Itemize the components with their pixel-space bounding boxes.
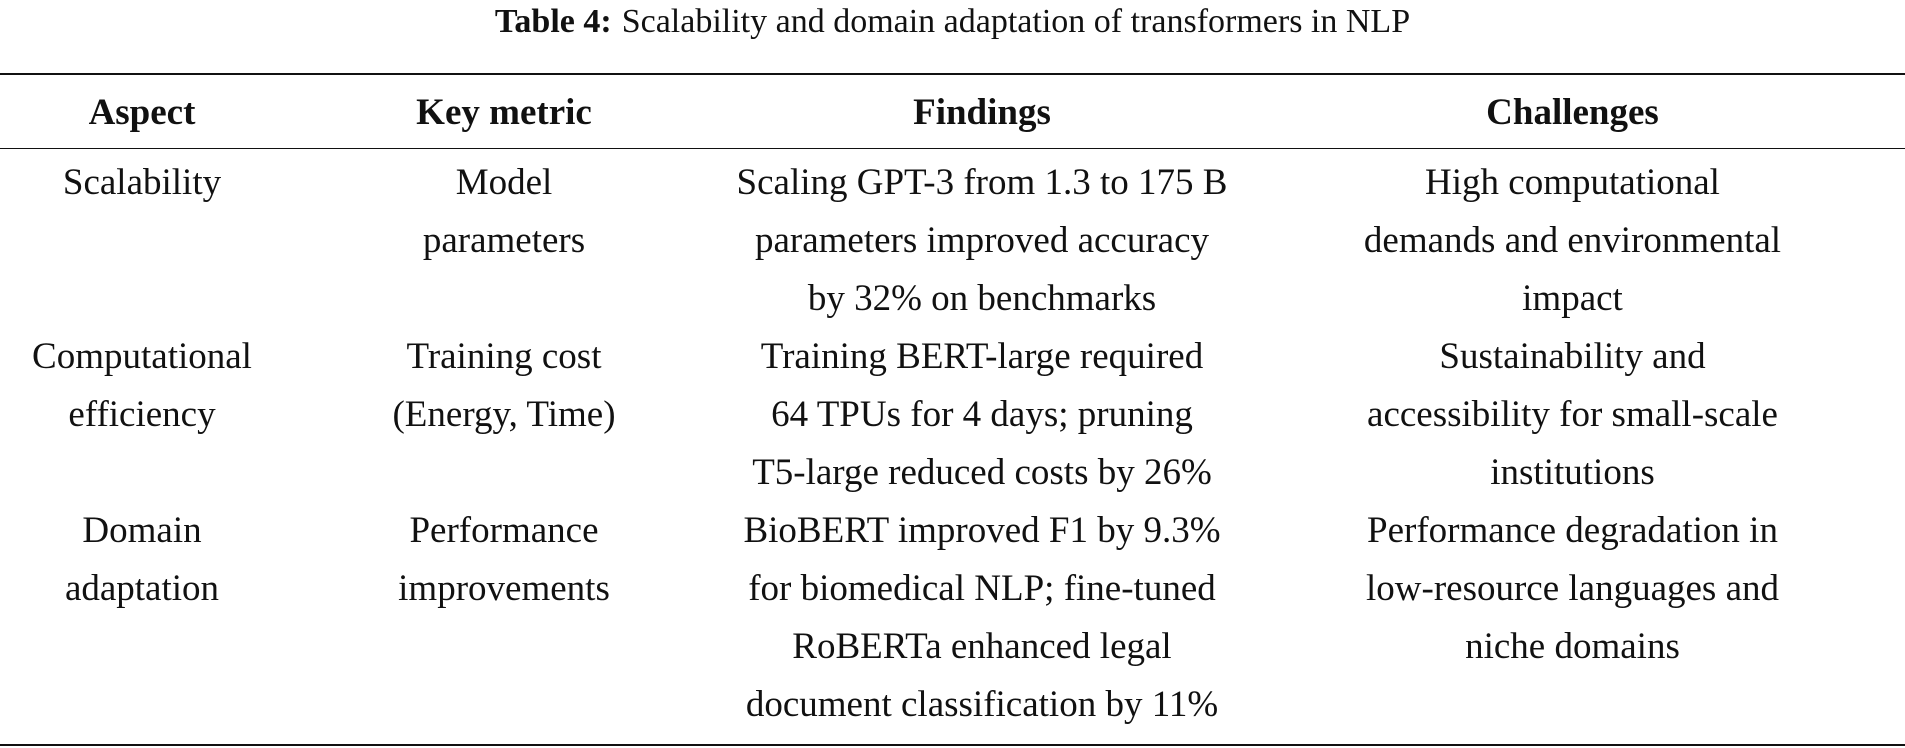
- cell-findings: Scaling GPT-3 from 1.3 to 175 B paramete…: [736, 162, 1228, 319]
- cell-challenges: Sustainability and accessibility for sma…: [1367, 336, 1778, 493]
- cell-findings: BioBERT improved F1 by 9.3% for biomedic…: [743, 510, 1221, 725]
- cell-key-metric: Model parameters: [422, 162, 586, 261]
- cell-aspect: Domain adaptation: [64, 510, 220, 609]
- table-caption: Table 4: Scalability and domain adaptatio…: [0, 0, 1905, 44]
- table-bottom-rule: [0, 744, 1905, 746]
- table-header-rule: [0, 148, 1905, 149]
- table-header: Aspect Key metric Findings Challenges: [0, 85, 1905, 154]
- header-row: Aspect Key metric Findings Challenges: [0, 85, 1905, 147]
- cell-challenges: Performance degradation in low-resource …: [1366, 510, 1779, 667]
- column-header-findings: Findings: [913, 92, 1051, 133]
- table-body: Scalability Model parameters Scaling GPT…: [0, 154, 1905, 734]
- table-row: Scalability Model parameters Scaling GPT…: [0, 154, 1905, 328]
- cell-aspect: Computational efficiency: [32, 336, 252, 435]
- table-row: Computational efficiency Training cost (…: [0, 328, 1905, 502]
- table-top-rule: [0, 73, 1905, 75]
- table-caption-text: Scalability and domain adaptation of tra…: [621, 3, 1411, 40]
- cell-challenges: High computational demands and environme…: [1363, 162, 1782, 319]
- table-caption-label: Table 4:: [494, 3, 612, 40]
- data-table: Aspect Key metric Findings Challenges Sc…: [0, 85, 1905, 734]
- header-spacer-cell: [0, 147, 1905, 154]
- column-header-aspect: Aspect: [88, 92, 196, 133]
- cell-aspect: Scalability: [62, 162, 222, 203]
- header-spacer: [0, 147, 1905, 154]
- cell-findings: Training BERT-large required 64 TPUs for…: [752, 336, 1212, 493]
- column-header-key-metric: Key metric: [416, 92, 592, 133]
- cell-key-metric: Performance improvements: [398, 510, 610, 609]
- cell-key-metric: Training cost (Energy, Time): [392, 336, 616, 435]
- table-row: Domain adaptation Performance improvemen…: [0, 502, 1905, 734]
- column-header-challenges: Challenges: [1486, 92, 1659, 133]
